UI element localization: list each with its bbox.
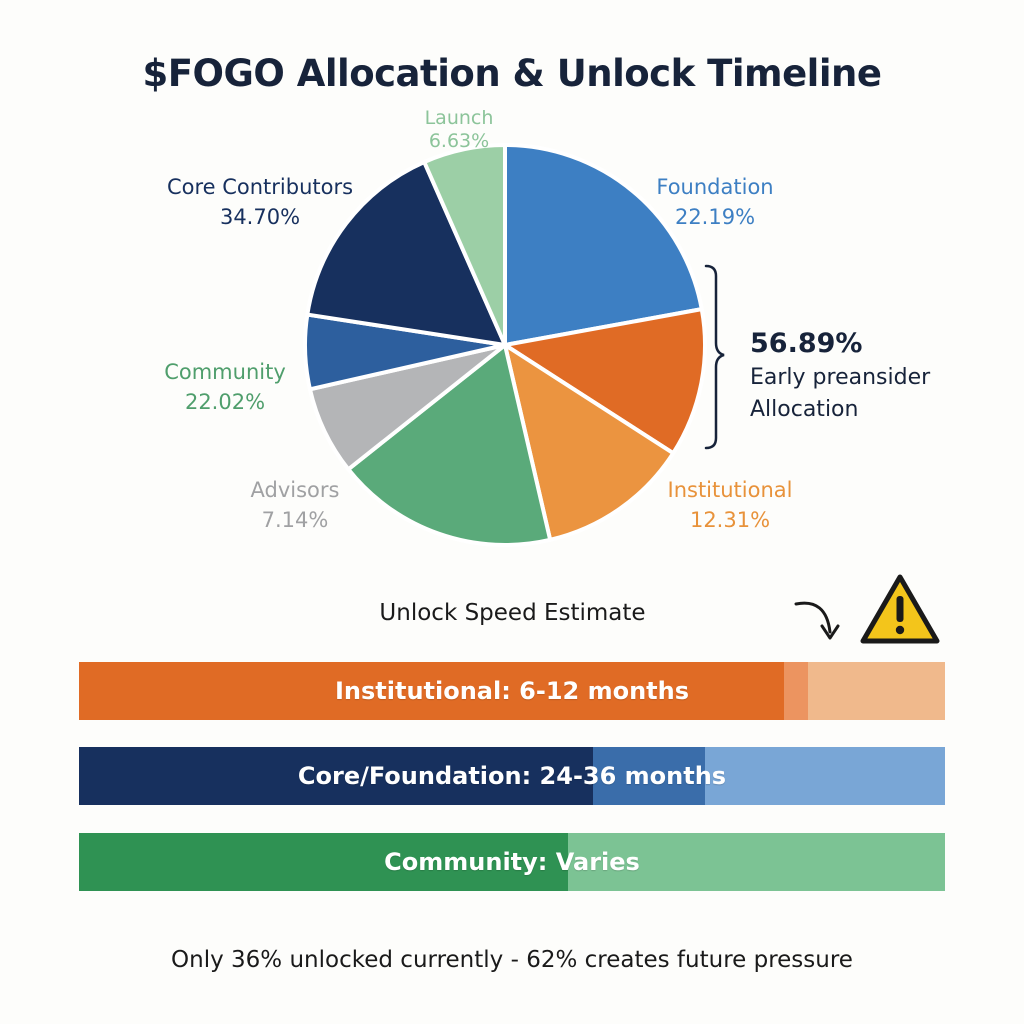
label-foundation: Foundation 22.19%: [620, 172, 810, 232]
pie-slice-institutional: [503, 343, 676, 542]
pie-slice-segment-3: [346, 343, 553, 547]
label-community-name: Community: [164, 360, 286, 384]
curved-arrow-icon: [794, 601, 840, 640]
label-institutional-name: Institutional: [667, 478, 793, 502]
unlock-bar-segment: [705, 747, 945, 805]
allocation-pie-chart: [303, 143, 725, 547]
label-community-value: 22.02%: [184, 390, 266, 414]
label-advisors-value: 7.14%: [261, 508, 329, 532]
early-allocation-value: 56.89%: [750, 328, 863, 359]
unlock-bar-community: Community: Varies: [79, 833, 945, 891]
unlock-bar-label: Institutional: 6-12 months: [334, 677, 690, 705]
unlock-bar-core-foundation: Core/Foundation: 24-36 months: [79, 747, 945, 805]
unlock-bar-segment: [592, 747, 707, 805]
label-launch: Launch 6.63%: [400, 107, 518, 153]
warning-triangle-icon: [860, 574, 940, 644]
label-core-name: Core Contributors: [166, 175, 354, 199]
chart-title: $FOGO Allocation & Unlock Timeline: [142, 52, 882, 95]
label-institutional-value: 12.31%: [689, 508, 771, 532]
label-advisors: Advisors 7.14%: [230, 475, 360, 535]
unlock-bar-segment: [79, 747, 595, 805]
label-advisors-name: Advisors: [250, 478, 340, 502]
label-community: Community 22.02%: [140, 357, 310, 417]
bracket-icon: [704, 264, 725, 450]
unlock-bar-segment: [808, 662, 945, 720]
unlock-bar-label: Community: Varies: [384, 848, 640, 876]
label-foundation-name: Foundation: [656, 175, 774, 199]
pie-slice-segment-6: [305, 160, 507, 347]
pie-slice-launch: [422, 143, 507, 347]
unlock-speed-title: Unlock Speed Estimate: [379, 600, 646, 626]
unlock-bar-segment: [783, 662, 810, 720]
label-core-contributors: Core Contributors 34.70%: [130, 172, 390, 232]
unlock-bar-label: Core/Foundation: 24-36 months: [297, 762, 727, 790]
label-institutional: Institutional 12.31%: [645, 475, 815, 535]
early-allocation-line2: Allocation: [750, 397, 859, 422]
unlock-bar-segment: [79, 662, 786, 720]
pie-slice-foundation: [503, 143, 704, 347]
footer-note: Only 36% unlocked currently - 62% create…: [171, 947, 853, 973]
unlock-bar-segment: [79, 833, 571, 891]
early-allocation-callout: 56.89% Early preansider Allocation: [750, 326, 930, 426]
unlock-bar-institutional: Institutional: 6-12 months: [79, 662, 945, 720]
label-core-value: 34.70%: [219, 205, 301, 229]
label-foundation-value: 22.19%: [674, 205, 756, 229]
early-allocation-line1: Early preansider: [750, 365, 931, 390]
label-launch-value: 6.63%: [428, 130, 490, 152]
unlock-bar-segment: [568, 833, 945, 891]
label-launch-name: Launch: [424, 107, 494, 129]
pie-slice-segment-1: [503, 307, 707, 456]
